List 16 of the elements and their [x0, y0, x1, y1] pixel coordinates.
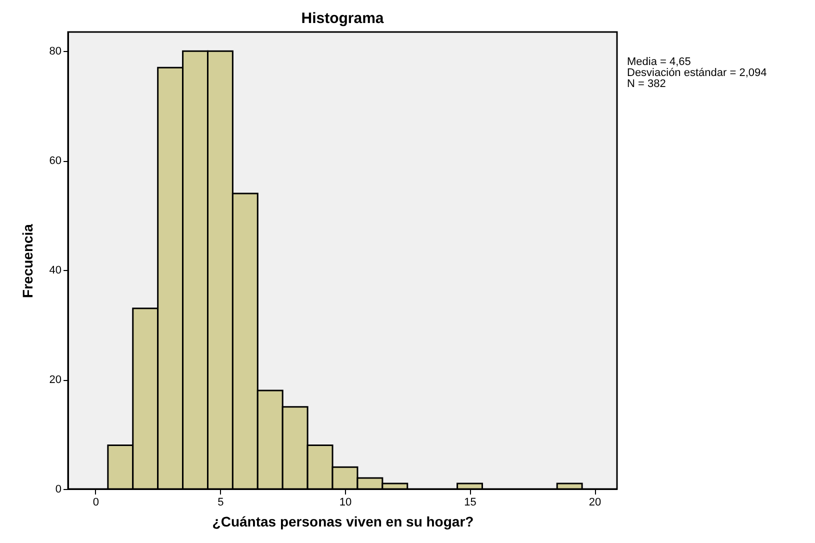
y-tick-label: 40	[49, 264, 62, 277]
y-tick-label: 60	[49, 155, 62, 168]
y-axis-title: Frecuencia	[19, 224, 36, 298]
x-tick-label: 10	[339, 496, 352, 508]
text: N = 382	[627, 78, 666, 90]
x-tick-label: 5	[218, 496, 224, 508]
text: Desviación estándar = 2,094	[627, 67, 767, 79]
y-tick-label: 0	[55, 484, 62, 496]
x-tick-label: 20	[588, 496, 602, 508]
chart-title: Histograma	[301, 10, 384, 27]
x-tick-label: 0	[92, 496, 100, 508]
y-tick-label: 80	[49, 46, 62, 58]
x-tick-label: 15	[464, 496, 476, 508]
y-tick-label: 20	[49, 374, 62, 386]
text: Media = 4,65	[627, 56, 691, 68]
x-axis-title: ¿Cuántas personas viven en su hogar?	[212, 514, 474, 530]
